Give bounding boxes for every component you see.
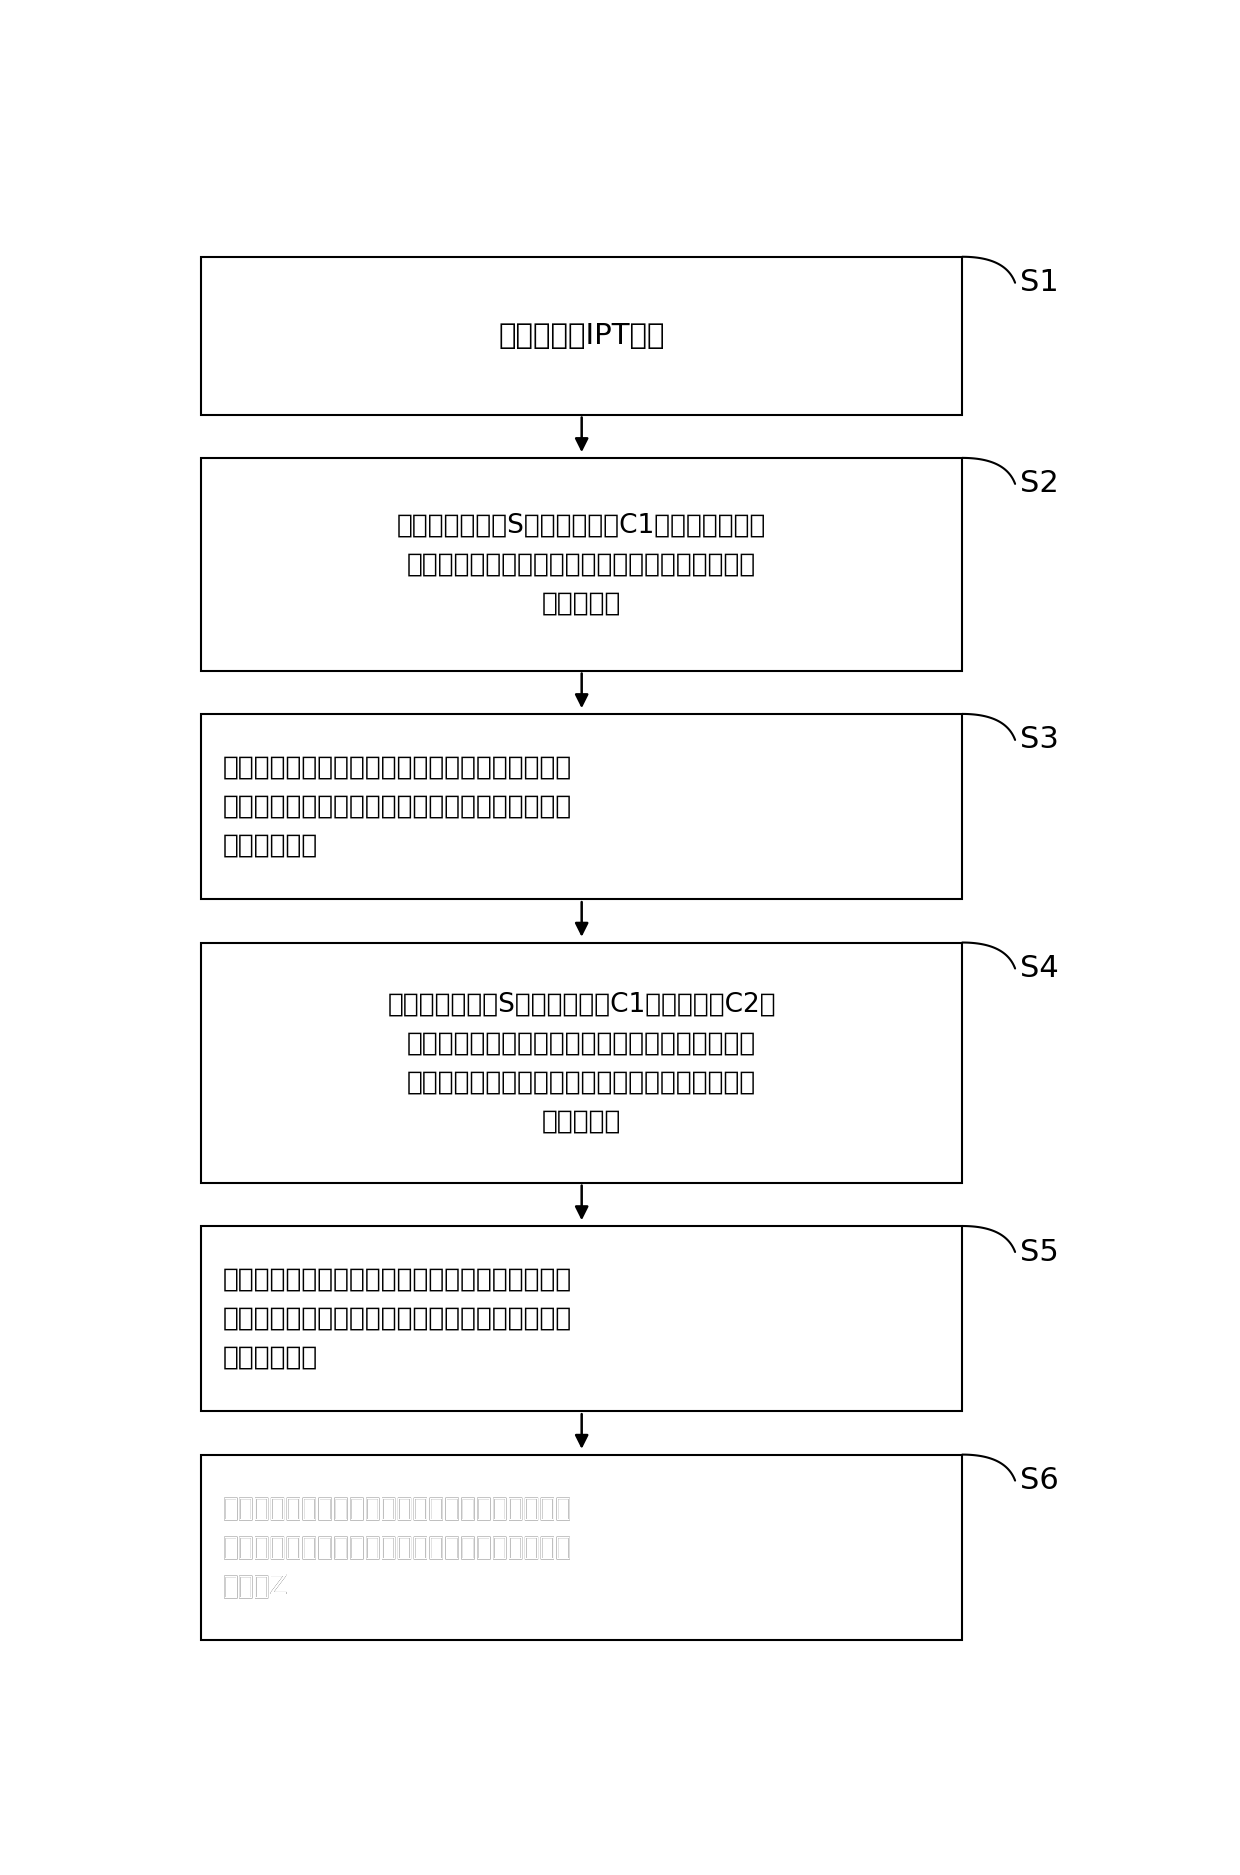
Text: 控制器闭合开关S，使第一电容C1和第二电容C2并
联后接入原边电路，直流电源对原边电路进行直流
供电，控制器调节逆变器的工作频率使原边电路进
入谐振状态: 控制器闭合开关S，使第一电容C1和第二电容C2并 联后接入原边电路，直流电源对原… <box>387 992 776 1134</box>
Text: 电流检测装置检测原边电路的电流并将电流传输给
控制器，控制器获取原边电路电流的第二有效值与
第二工作频率: 电流检测装置检测原边电路的电流并将电流传输给 控制器，控制器获取原边电路电流的第… <box>222 1268 572 1371</box>
Text: 控制器切断开关S，使第一电容C1接入原边电路，
直流电源对原边电路进行直流供电，使原边电路进
入谐振状态: 控制器切断开关S，使第一电容C1接入原边电路， 直流电源对原边电路进行直流供电，… <box>397 512 766 617</box>
Text: S5: S5 <box>1019 1238 1059 1266</box>
Text: 电流检测装置检测原边电路的电流并将电流传输给
控制器，控制器获取原边电路电流的第一有效值与
第一工作频率: 电流检测装置检测原边电路的电流并将电流传输给 控制器，控制器获取原边电路电流的第… <box>222 754 572 859</box>
Text: 控制器根据原边电路电流的第一有效值、第二有效
值以及对应的工作频率建立阻抗方程，求取等效负
载阻抗Z: 控制器根据原边电路电流的第一有效值、第二有效 值以及对应的工作频率建立阻抗方程，… <box>222 1494 572 1599</box>
Text: 控制器根据原边电路电流的第一有效值、第二有效
值以及对应的工作频率建立阻抗方程，求取等效负
载阻抗Z: 控制器根据原边电路电流的第一有效值、第二有效 值以及对应的工作频率建立阻抗方程，… <box>222 1494 572 1599</box>
Text: S2: S2 <box>1019 469 1059 499</box>
Text: S3: S3 <box>1019 726 1059 754</box>
Bar <box>201 943 962 1183</box>
Text: S4: S4 <box>1019 954 1059 982</box>
Bar <box>201 257 962 414</box>
Bar <box>201 1455 962 1641</box>
Bar <box>201 1226 962 1412</box>
Text: 组建电压型IPT系统: 组建电压型IPT系统 <box>498 322 665 349</box>
Bar <box>201 714 962 900</box>
Text: S1: S1 <box>1019 268 1059 298</box>
Text: S6: S6 <box>1019 1466 1059 1494</box>
Bar <box>201 458 962 671</box>
